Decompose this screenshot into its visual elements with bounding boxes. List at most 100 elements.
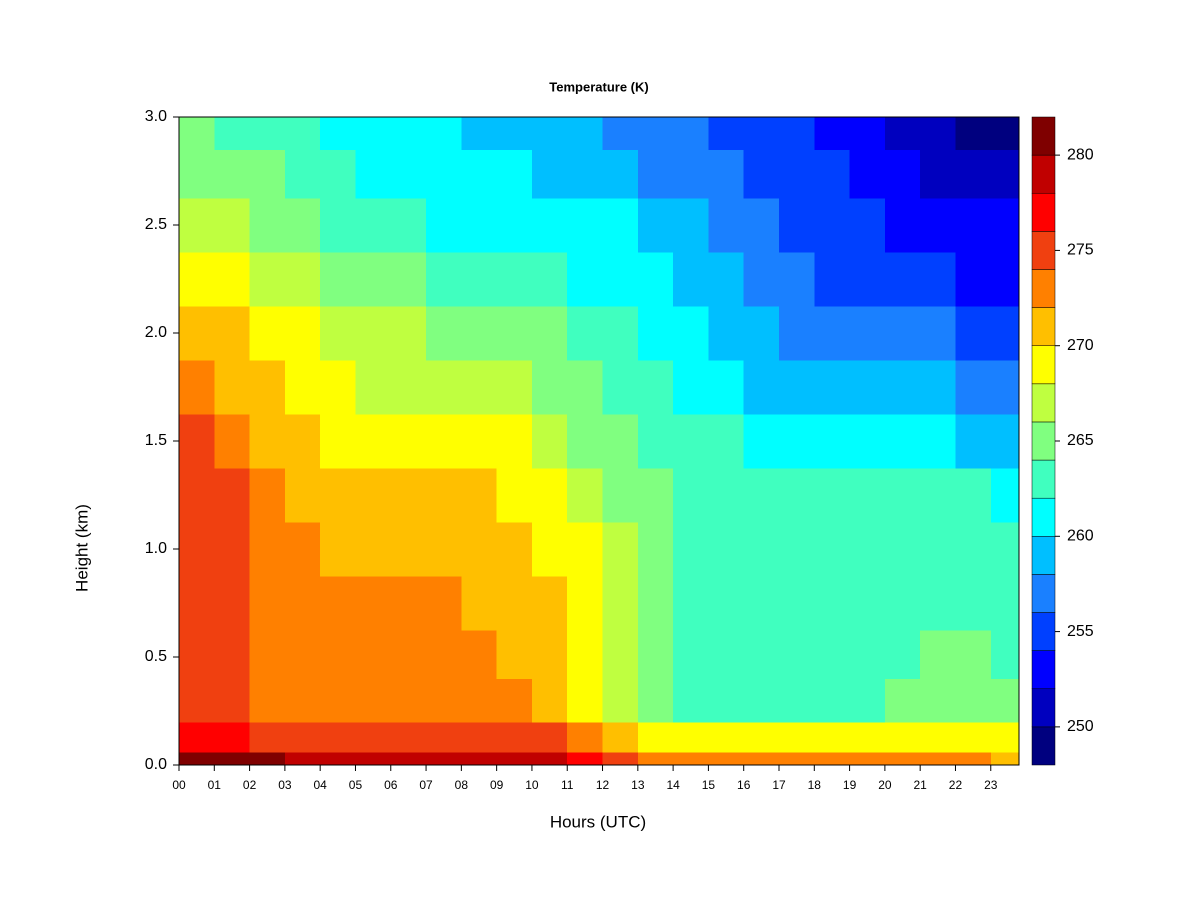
heat-cell xyxy=(637,117,674,150)
heat-cell xyxy=(249,678,286,723)
heat-cell xyxy=(920,198,957,253)
heat-cell xyxy=(602,360,639,415)
heat-cell xyxy=(990,149,1020,199)
heat-cell xyxy=(249,752,286,766)
heat-cell xyxy=(284,678,321,723)
heat-cell xyxy=(284,630,321,680)
heat-cell xyxy=(567,721,604,753)
heat-cell xyxy=(779,360,815,415)
heat-cell xyxy=(990,721,1020,753)
heat-cell xyxy=(179,117,215,150)
heat-cell xyxy=(390,360,427,415)
heat-cell xyxy=(743,252,780,307)
y-tick-label: 1.5 xyxy=(145,432,167,449)
x-tick-label: 13 xyxy=(631,778,645,792)
heat-cell xyxy=(426,252,462,307)
heat-cell xyxy=(567,252,604,307)
heat-cell xyxy=(849,721,886,753)
heat-cell xyxy=(461,306,498,361)
y-tick-label: 3.0 xyxy=(145,108,167,125)
heat-cell xyxy=(249,360,286,415)
heat-cell xyxy=(708,721,745,753)
heat-cell xyxy=(779,198,815,253)
heat-cell xyxy=(567,149,604,199)
heat-cell xyxy=(779,117,815,150)
colorbar-bin xyxy=(1031,383,1056,423)
chart-title: Temperature (K) xyxy=(549,79,648,94)
heat-cell xyxy=(637,149,674,199)
heat-cell xyxy=(461,576,498,631)
heat-cell xyxy=(602,414,639,469)
x-tick-label: 05 xyxy=(349,778,363,792)
heat-cell xyxy=(426,306,462,361)
heat-cell xyxy=(214,630,251,680)
heat-cell xyxy=(496,468,533,523)
heat-cell xyxy=(284,360,321,415)
heat-cell xyxy=(814,576,851,631)
heat-cell xyxy=(496,252,533,307)
heat-cell xyxy=(673,752,710,766)
heat-cell xyxy=(355,468,392,523)
colorbar-bin xyxy=(1031,345,1056,385)
heat-cell xyxy=(779,252,815,307)
colorbar-tick-label: 280 xyxy=(1067,146,1094,163)
heat-cell xyxy=(284,117,321,150)
heat-cell xyxy=(284,198,321,253)
y-tick-label: 0.0 xyxy=(145,756,167,773)
heat-cell xyxy=(814,198,851,253)
heat-cell xyxy=(779,306,815,361)
heat-cell xyxy=(320,149,357,199)
heat-cell xyxy=(496,721,533,753)
heat-cell xyxy=(990,630,1020,680)
heat-cell xyxy=(920,522,957,577)
heat-cell xyxy=(355,414,392,469)
heat-cell xyxy=(179,414,215,469)
colorbar-bin xyxy=(1031,574,1056,613)
x-tick-label: 10 xyxy=(525,778,539,792)
colorbar-tick-label: 275 xyxy=(1067,242,1094,259)
heat-cell xyxy=(743,198,780,253)
heat-cell xyxy=(531,149,568,199)
heat-cell xyxy=(249,198,286,253)
heat-cell xyxy=(320,752,357,766)
heat-cell xyxy=(426,117,462,150)
heat-cell xyxy=(884,752,921,766)
x-tick-label: 17 xyxy=(772,778,786,792)
heat-cell xyxy=(426,752,462,766)
heat-cell xyxy=(673,414,710,469)
heat-cell xyxy=(673,252,710,307)
heat-cell xyxy=(496,752,533,766)
heat-cell xyxy=(320,360,357,415)
heat-cell xyxy=(743,752,780,766)
heat-cell xyxy=(390,414,427,469)
heat-cell xyxy=(567,414,604,469)
heatmap xyxy=(179,117,1020,766)
y-tick-label: 2.5 xyxy=(145,216,167,233)
heat-cell xyxy=(426,468,462,523)
heat-cell xyxy=(990,576,1020,631)
heat-cell xyxy=(673,678,710,723)
heat-cell xyxy=(531,414,568,469)
heat-cell xyxy=(884,252,921,307)
heat-cell xyxy=(849,149,886,199)
heat-cell xyxy=(602,576,639,631)
heat-cell xyxy=(179,468,215,523)
heat-cell xyxy=(531,306,568,361)
heat-cell xyxy=(884,678,921,723)
heat-cell xyxy=(531,678,568,723)
heat-cell xyxy=(390,198,427,253)
heat-cell xyxy=(920,678,957,723)
heat-cell xyxy=(179,630,215,680)
heat-cell xyxy=(320,252,357,307)
heat-cell xyxy=(814,630,851,680)
heat-cell xyxy=(673,630,710,680)
heat-cell xyxy=(214,522,251,577)
heat-cell xyxy=(355,360,392,415)
heat-cell xyxy=(214,721,251,753)
y-tick-label: 0.5 xyxy=(145,648,167,665)
heat-cell xyxy=(355,252,392,307)
heat-cell xyxy=(284,149,321,199)
heat-cell xyxy=(426,522,462,577)
heat-cell xyxy=(531,468,568,523)
heat-cell xyxy=(214,576,251,631)
